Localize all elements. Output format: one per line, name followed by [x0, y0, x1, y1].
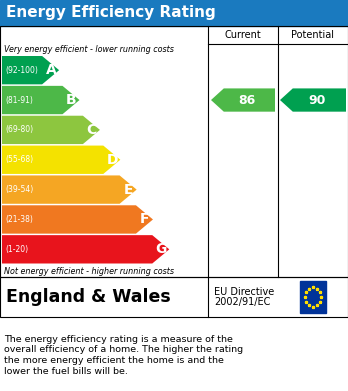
Text: D: D: [106, 153, 118, 167]
Text: (69-80): (69-80): [5, 126, 33, 135]
Text: 86: 86: [239, 93, 256, 106]
Text: The energy efficiency rating is a measure of the: The energy efficiency rating is a measur…: [4, 335, 233, 344]
Text: lower the fuel bills will be.: lower the fuel bills will be.: [4, 366, 128, 375]
Text: (81-91): (81-91): [5, 95, 33, 104]
Text: (92-100): (92-100): [5, 66, 38, 75]
Text: England & Wales: England & Wales: [6, 288, 171, 306]
Text: Not energy efficient - higher running costs: Not energy efficient - higher running co…: [4, 267, 174, 276]
Text: Energy Efficiency Rating: Energy Efficiency Rating: [6, 5, 216, 20]
Text: F: F: [140, 212, 150, 226]
Text: EU Directive: EU Directive: [214, 287, 274, 297]
Polygon shape: [2, 116, 100, 144]
Polygon shape: [2, 205, 153, 234]
Text: (39-54): (39-54): [5, 185, 33, 194]
Polygon shape: [2, 145, 120, 174]
Bar: [0, 26, 348, 277]
Bar: [0, 0, 348, 26]
Polygon shape: [2, 86, 80, 114]
Text: B: B: [66, 93, 77, 107]
Text: G: G: [156, 242, 167, 256]
Polygon shape: [280, 88, 346, 112]
Bar: [300, 281, 326, 313]
Text: E: E: [124, 183, 133, 197]
Text: 90: 90: [309, 93, 326, 106]
Text: (1-20): (1-20): [5, 245, 28, 254]
Text: (21-38): (21-38): [5, 215, 33, 224]
Text: Very energy efficient - lower running costs: Very energy efficient - lower running co…: [4, 45, 174, 54]
Text: A: A: [46, 63, 56, 77]
Polygon shape: [2, 235, 169, 264]
Text: overall efficiency of a home. The higher the rating: overall efficiency of a home. The higher…: [4, 346, 243, 355]
Text: C: C: [87, 123, 97, 137]
Text: Current: Current: [224, 30, 261, 40]
Polygon shape: [2, 56, 59, 84]
Polygon shape: [2, 176, 137, 204]
Bar: [0, 277, 348, 317]
Text: Potential: Potential: [292, 30, 334, 40]
Text: (55-68): (55-68): [5, 155, 33, 164]
Text: 2002/91/EC: 2002/91/EC: [214, 297, 270, 307]
Polygon shape: [211, 88, 275, 112]
Text: the more energy efficient the home is and the: the more energy efficient the home is an…: [4, 356, 224, 365]
